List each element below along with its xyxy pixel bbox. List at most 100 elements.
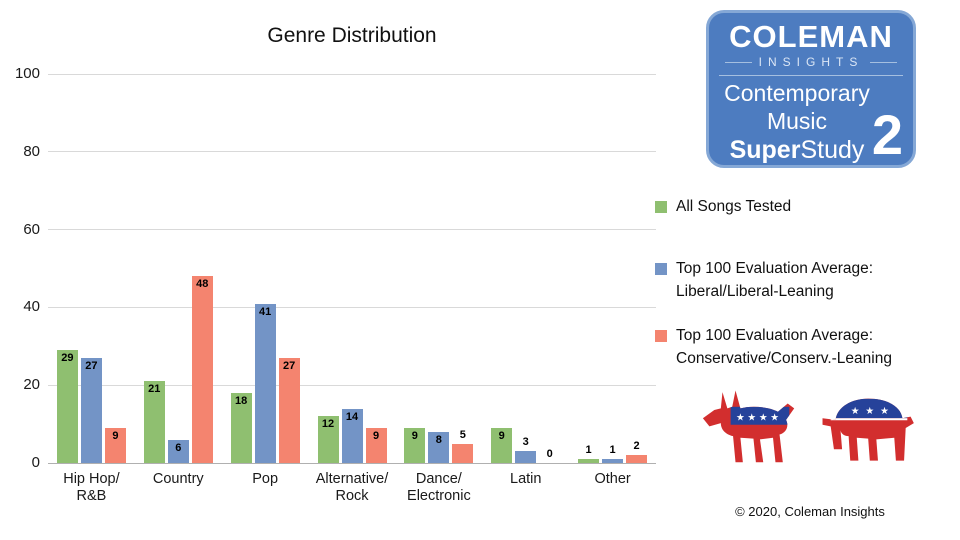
legend-item: Top 100 Evaluation Average: Conservative…	[655, 325, 955, 370]
logo-divider-line	[719, 75, 903, 76]
bar-value-label: 9	[372, 430, 380, 442]
bar: 9	[491, 428, 513, 463]
logo-rule-left	[725, 61, 752, 63]
gridline	[48, 306, 656, 308]
bar-value-label: 2	[633, 440, 640, 453]
svg-text:★: ★	[770, 413, 779, 424]
x-axis-labels: Hip Hop/ R&B Country Pop Alternative/ Rock D…	[48, 471, 656, 504]
logo-coleman-text: COLEMAN	[729, 19, 893, 54]
bar: 9	[404, 428, 426, 463]
category-label: Alternative/ Rock	[315, 471, 389, 504]
svg-text:★: ★	[865, 406, 874, 417]
logo-insights-row: INSIGHTS	[709, 55, 913, 69]
bar: 5	[452, 429, 474, 463]
chart-title: Genre Distribution	[267, 24, 437, 47]
republican-elephant-icon: ★ ★ ★	[822, 398, 914, 461]
bar-value-label: 3	[522, 436, 529, 449]
bar-value-label: 18	[235, 394, 248, 407]
category-label: Latin	[510, 471, 542, 487]
bar: 1	[602, 444, 624, 463]
y-axis-tick: 40	[23, 298, 40, 316]
logo-number-2: 2	[871, 103, 903, 166]
y-axis-tick: 100	[14, 65, 40, 82]
logo-rule-right	[870, 61, 898, 63]
bar: 1	[578, 444, 600, 463]
logo-superstudy-text: SuperStudy	[709, 135, 885, 165]
svg-text:★: ★	[851, 406, 860, 417]
legend-item: Top 100 Evaluation Average: Liberal/Libe…	[655, 258, 955, 303]
category-label: Pop	[252, 471, 279, 487]
bar: 18	[230, 392, 252, 463]
logo-music-text: Music	[766, 107, 828, 134]
category-label: Other	[594, 471, 631, 487]
legend-item: All Songs Tested	[655, 196, 955, 218]
bar-value-label: 1	[585, 444, 592, 457]
bar-group: 21 6 48	[135, 74, 222, 463]
logo-study-text: Study	[800, 136, 865, 165]
legend-swatch	[655, 330, 667, 343]
bar-value-label: 6	[175, 441, 182, 454]
coleman-insights-logo: COLEMAN INSIGHTS Contemporary Music Supe…	[706, 10, 916, 168]
gridline	[48, 151, 656, 153]
y-axis-tick: 80	[23, 142, 40, 160]
plot-area: 0 20 40 60 80 100 29 27 9 21 6 48 18 41 27 12 14 9 9 8 5 9 3 0 1…	[15, 65, 656, 471]
bar-group: 1 1 2	[569, 74, 656, 463]
bar-value-label: 14	[345, 410, 359, 423]
bar: 27	[80, 357, 102, 463]
bar-value-label: 9	[498, 430, 505, 442]
bar-value-label: 0	[546, 448, 553, 460]
bar: 9	[365, 428, 387, 463]
y-axis-tick: 20	[23, 376, 40, 394]
bar: 8	[428, 431, 450, 463]
svg-text:★: ★	[759, 413, 768, 424]
bar-value-label: 27	[283, 359, 296, 372]
bar-group: 9 8 5	[395, 74, 482, 463]
democrat-donkey-icon: ★ ★ ★ ★	[702, 390, 795, 463]
bar-value-label: 41	[259, 305, 272, 318]
logo-super-text: Super	[729, 136, 801, 165]
bar: 3	[515, 436, 537, 463]
y-axis-tick: 0	[31, 454, 40, 471]
legend-swatch	[655, 201, 667, 213]
bar-value-label: 9	[411, 430, 418, 442]
bar-value-label: 1	[609, 444, 616, 457]
party-icons: ★ ★ ★ ★ ★ ★ ★	[698, 384, 922, 472]
bar-value-label: 9	[112, 430, 119, 442]
bar-group: 18 41 27	[222, 74, 309, 463]
bar: 29	[56, 350, 78, 463]
bar-value-label: 12	[321, 418, 335, 431]
y-axis-tick: 60	[23, 220, 40, 238]
bar: 27	[278, 357, 300, 463]
svg-text:★: ★	[880, 406, 889, 417]
bar: 48	[191, 276, 213, 463]
bar: 21	[143, 381, 165, 463]
bar-group: 29 27 9	[48, 74, 135, 463]
category-label: Dance/ Electronic	[407, 471, 471, 504]
category-label: Country	[152, 471, 204, 487]
bar-value-label: 48	[196, 278, 209, 291]
category-label: Hip Hop/ R&B	[63, 471, 120, 504]
bar-group: 9 3 0	[482, 74, 569, 463]
bar: 14	[341, 408, 363, 463]
bar-value-label: 21	[148, 383, 161, 396]
legend-swatch	[655, 263, 667, 276]
bar: 12	[317, 416, 339, 463]
chart-legend: All Songs Tested Top 100 Evaluation Avera…	[655, 196, 955, 370]
bar-value-label: 29	[61, 352, 74, 365]
bar: 41	[254, 303, 276, 463]
bar: 9	[104, 428, 126, 463]
legend-label: All Songs Tested	[676, 198, 792, 215]
copyright-text: © 2020, Coleman Insights	[735, 504, 885, 519]
bar-group: 12 14 9	[309, 74, 396, 463]
gridline	[48, 73, 656, 75]
svg-text:★: ★	[747, 413, 756, 424]
bar: 6	[167, 439, 189, 463]
legend-label: Top 100 Evaluation Average: Liberal/Libe…	[676, 260, 874, 300]
bar-value-label: 8	[435, 433, 442, 446]
bar: 2	[626, 440, 648, 463]
bar-value-label: 27	[85, 359, 98, 372]
svg-text:★: ★	[736, 413, 745, 424]
logo-contemporary-text: Contemporary	[724, 80, 870, 106]
logo-body: Contemporary Music SuperStudy	[709, 80, 913, 165]
